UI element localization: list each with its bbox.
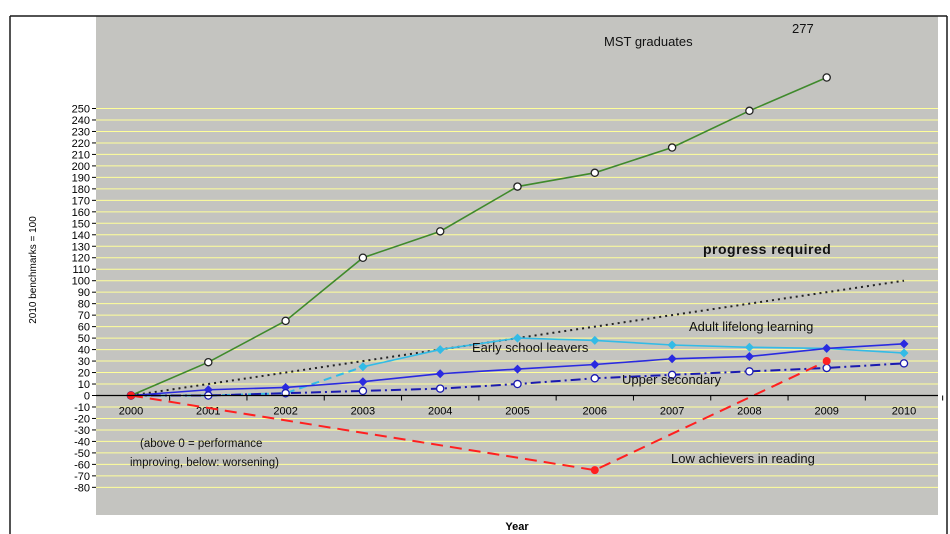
x-tick-label: 2010 — [892, 406, 916, 418]
series-label-upper-secondary: Upper secondary — [622, 372, 721, 387]
data-point — [667, 340, 677, 350]
data-point — [822, 363, 831, 373]
y-tick-label: -60 — [74, 459, 90, 471]
y-tick-label: 20 — [78, 368, 90, 380]
data-point — [744, 342, 754, 352]
y-tick-label: 130 — [72, 241, 90, 253]
y-tick-label: 50 — [78, 333, 90, 345]
data-point — [435, 227, 445, 236]
data-point — [435, 345, 445, 355]
series-line — [130, 360, 828, 472]
series-line — [362, 337, 905, 368]
y-tick-label: 240 — [72, 115, 90, 127]
interpretation-note-line2: improving, below: worsening) — [130, 457, 279, 469]
data-point — [513, 333, 522, 343]
y-tick-label: 110 — [72, 264, 90, 276]
data-point — [590, 360, 600, 370]
y-tick-label: 120 — [72, 253, 90, 265]
x-tick-label: 2005 — [505, 406, 529, 418]
data-point — [358, 377, 368, 387]
data-point — [822, 357, 831, 366]
data-point — [513, 379, 522, 389]
data-point — [435, 384, 445, 393]
interpretation-note-line1: (above 0 = performance — [140, 438, 262, 450]
y-tick-label: 210 — [72, 149, 90, 161]
data-point — [358, 253, 368, 262]
data-point — [744, 351, 754, 361]
x-tick-label: 2007 — [660, 406, 684, 418]
y-tick-label: 30 — [78, 356, 90, 368]
series-label-low-achievers-reading: Low achievers in reading — [671, 451, 815, 466]
y-tick-label: 170 — [72, 195, 90, 207]
data-point — [204, 357, 213, 367]
y-tick-label: 250 — [72, 104, 90, 116]
y-tick-label: 100 — [72, 276, 90, 288]
x-tick-label: 2000 — [119, 406, 143, 418]
x-tick-label: 2003 — [351, 406, 375, 418]
y-tick-label: 60 — [78, 322, 90, 334]
y-tick-label: 150 — [72, 218, 90, 230]
y-tick-label: 220 — [72, 138, 90, 150]
y-tick-label: 200 — [72, 161, 90, 173]
y-tick-label: 70 — [78, 310, 90, 322]
x-tick-label: 2004 — [428, 406, 452, 418]
y-tick-label: 190 — [72, 172, 90, 184]
y-tick-label: 10 — [78, 379, 90, 391]
series-label-mst-graduates: MST graduates — [604, 34, 693, 49]
x-tick-label: 2006 — [583, 406, 607, 418]
y-tick-label: -80 — [74, 482, 90, 494]
y-tick-label: -10 — [74, 402, 90, 414]
x-tick-label: 2009 — [814, 406, 838, 418]
data-point — [358, 362, 368, 372]
data-point — [590, 335, 600, 345]
data-point — [281, 316, 290, 326]
y-tick-label: 40 — [78, 345, 90, 357]
data-point — [513, 364, 522, 374]
y-tick-label: -40 — [74, 436, 90, 448]
y-tick-label: 160 — [72, 207, 90, 219]
data-point — [822, 73, 831, 82]
series-label-adult-lifelong-learning: Adult lifelong learning — [689, 319, 813, 334]
series-low-achievers-in-reading — [127, 357, 831, 475]
x-tick-label: 2002 — [273, 406, 297, 418]
data-point — [667, 354, 677, 364]
data-point — [435, 369, 445, 379]
data-point — [745, 106, 754, 116]
data-point — [590, 374, 600, 383]
data-point — [513, 182, 522, 191]
series-label-early-school-leavers: Early school leavers — [472, 340, 589, 355]
x-tick-label: 2008 — [737, 406, 761, 418]
series-line — [130, 76, 828, 397]
y-tick-label: -20 — [74, 413, 90, 425]
y-axis-label: 2010 benchmarks = 100 — [28, 216, 39, 324]
x-axis-label: Year — [505, 521, 529, 533]
data-point — [358, 386, 368, 396]
y-tick-label: 180 — [72, 184, 90, 196]
data-point — [899, 339, 909, 349]
x-axis-ticks: 2000 2001 2002 2003 2004 2005 2006 2007 2008 2009… — [119, 395, 944, 418]
data-point — [667, 370, 677, 380]
data-point — [822, 343, 832, 353]
data-point — [899, 348, 909, 358]
y-tick-label: -50 — [74, 448, 90, 460]
data-point — [667, 143, 677, 152]
y-tick-label: 230 — [72, 126, 90, 138]
y-tick-label: 90 — [78, 287, 90, 299]
y-tick-label: 0 — [84, 391, 90, 403]
y-tick-label: -30 — [74, 425, 90, 437]
y-tick-label: 140 — [72, 230, 90, 242]
plot-area — [96, 16, 938, 515]
data-point — [590, 168, 600, 178]
y-axis-ticks: 2502402302202102001901801701601501401301… — [72, 104, 96, 494]
series-label-progress-required: progress required — [703, 241, 831, 257]
data-point — [590, 466, 599, 475]
y-tick-label: -70 — [74, 471, 90, 483]
data-point — [899, 359, 909, 368]
y-tick-label: 80 — [78, 299, 90, 311]
series-line — [131, 365, 364, 397]
data-point — [745, 367, 754, 376]
mst-end-value-label: 277 — [792, 21, 814, 36]
gridlines — [96, 108, 938, 488]
